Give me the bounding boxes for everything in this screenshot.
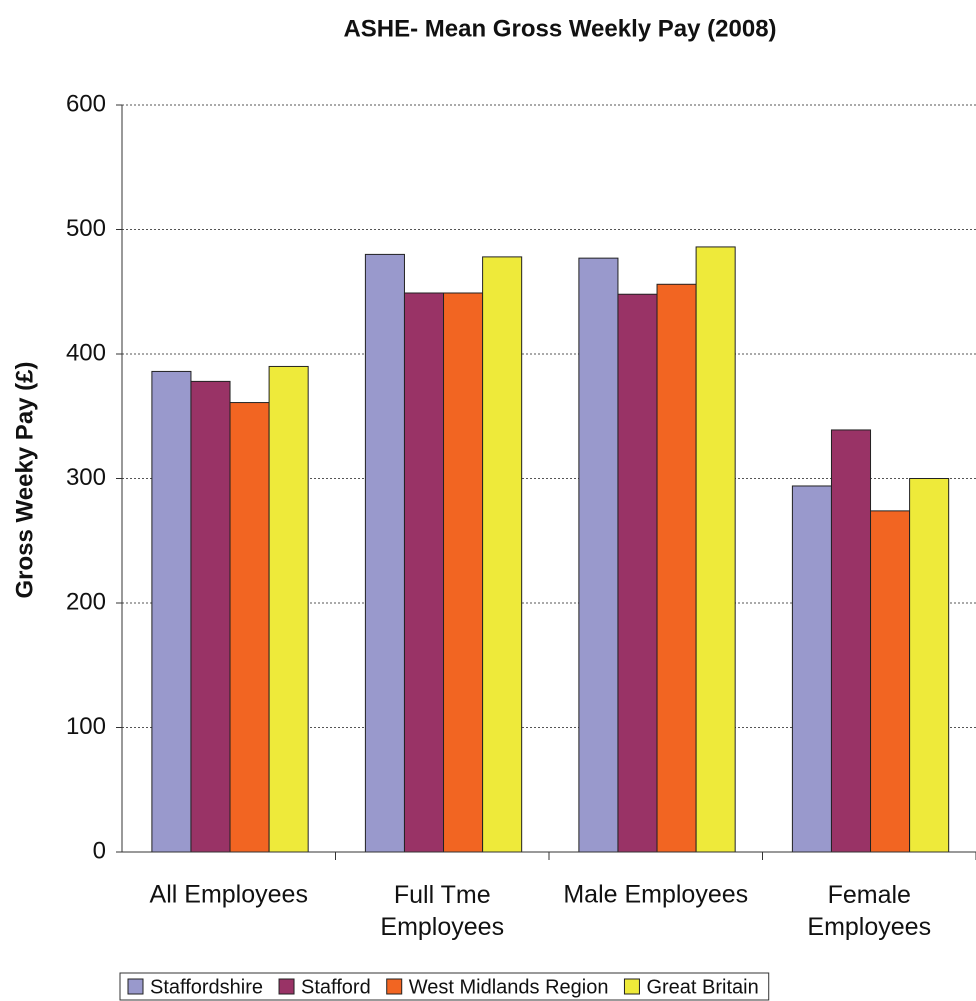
x-tick-label-line: Employees (807, 913, 931, 941)
bar (482, 256, 523, 853)
x-tick-label: Male Employees (563, 881, 748, 909)
legend-swatch (386, 978, 403, 995)
x-tick-label: Full Tme Employees (380, 881, 504, 941)
legend-label: Stafford (301, 976, 371, 998)
bar (695, 246, 736, 853)
bar (229, 402, 270, 853)
y-tick-label: 400 (66, 339, 106, 366)
bar (656, 283, 697, 853)
bar (443, 292, 484, 853)
bar (617, 293, 658, 853)
y-tick-label: 500 (66, 215, 106, 242)
legend-label: West Midlands Region (409, 976, 609, 998)
y-tick-label: 300 (66, 464, 106, 491)
x-tick-label: All Employees (150, 881, 308, 909)
x-tick-label-line: Employees (380, 913, 504, 941)
x-tick-label-line: Full Tme (394, 881, 491, 909)
bar (830, 429, 872, 853)
x-tick-label: Female Employees (807, 881, 931, 941)
legend-swatch (127, 978, 144, 995)
legend-swatch (278, 978, 295, 995)
x-tick-label-line: Female (828, 881, 911, 909)
chart-title: ASHE- Mean Gross Weekly Pay (2008) (343, 15, 776, 42)
y-axis-label: Gross Weeky Pay (£) (11, 361, 38, 598)
bar (190, 380, 231, 853)
bar (268, 365, 309, 853)
legend-label: Staffordshire (150, 976, 263, 998)
bar (870, 510, 911, 853)
y-tick-label: 200 (66, 588, 106, 615)
y-tick-label: 0 (93, 837, 106, 864)
bar (403, 292, 445, 853)
bar (364, 253, 405, 853)
legend-swatch (623, 978, 640, 995)
y-tick-label: 100 (66, 713, 106, 740)
y-tick-label: 600 (66, 90, 106, 117)
bar (791, 485, 832, 853)
bar (578, 257, 619, 853)
legend-box (119, 972, 770, 1001)
bar (151, 370, 192, 853)
bar (909, 478, 950, 853)
legend-label: Great Britain (646, 976, 758, 998)
